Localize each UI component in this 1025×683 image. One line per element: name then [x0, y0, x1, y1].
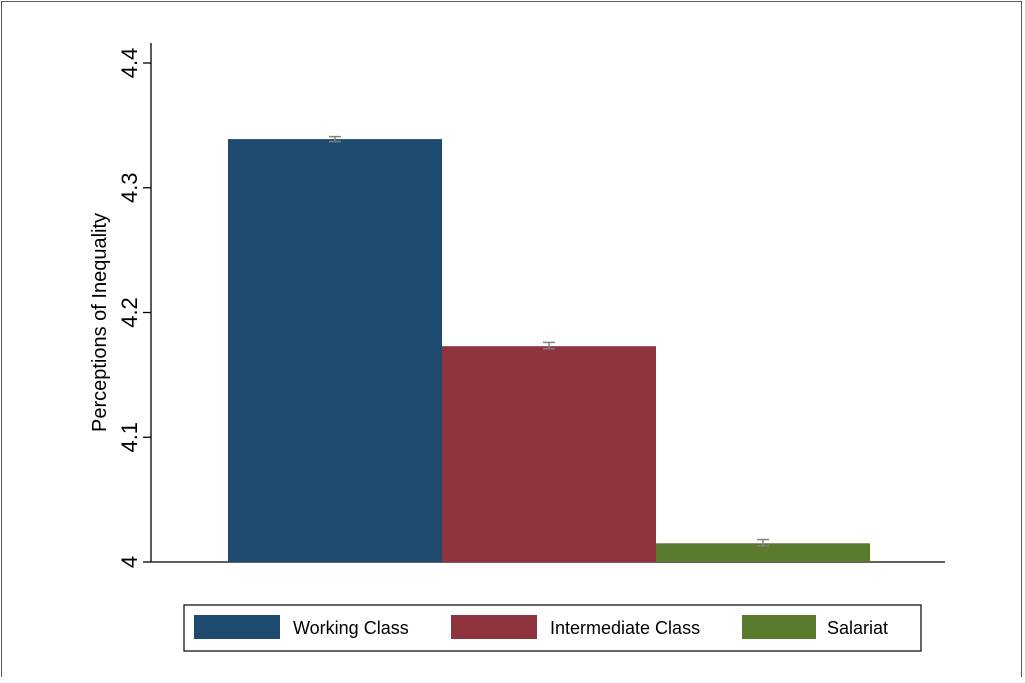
legend: Working Class Intermediate Class Salariat — [183, 604, 922, 652]
legend-item-working-class: Working Class — [194, 615, 409, 639]
y-axis-label: Perceptions of Inequality — [89, 213, 111, 432]
bar-salariat — [656, 543, 870, 562]
legend-swatch — [451, 615, 537, 639]
y-tick-label: 4.1 — [117, 422, 142, 453]
bars — [228, 139, 870, 562]
bar-intermediate-class — [442, 346, 656, 562]
legend-label: Intermediate Class — [550, 618, 700, 638]
error-bar-intermediate-class — [543, 341, 555, 350]
legend-label: Salariat — [827, 618, 888, 638]
y-tick-label: 4.3 — [117, 172, 142, 203]
y-tick-label: 4.2 — [117, 297, 142, 328]
legend-item-intermediate-class: Intermediate Class — [451, 615, 700, 639]
legend-item-salariat: Salariat — [742, 615, 888, 639]
y-axis-ticks: 4 4.1 4.2 4.3 4.4 — [117, 48, 151, 568]
y-tick-label: 4 — [117, 556, 142, 568]
error-bar-salariat — [757, 538, 769, 547]
legend-label: Working Class — [293, 618, 409, 638]
bar-working-class — [228, 139, 442, 562]
y-tick-label: 4.4 — [117, 48, 142, 79]
error-bar-working-class — [329, 135, 341, 143]
legend-swatch — [742, 615, 816, 639]
legend-swatch — [194, 615, 280, 639]
error-bars — [329, 135, 769, 547]
